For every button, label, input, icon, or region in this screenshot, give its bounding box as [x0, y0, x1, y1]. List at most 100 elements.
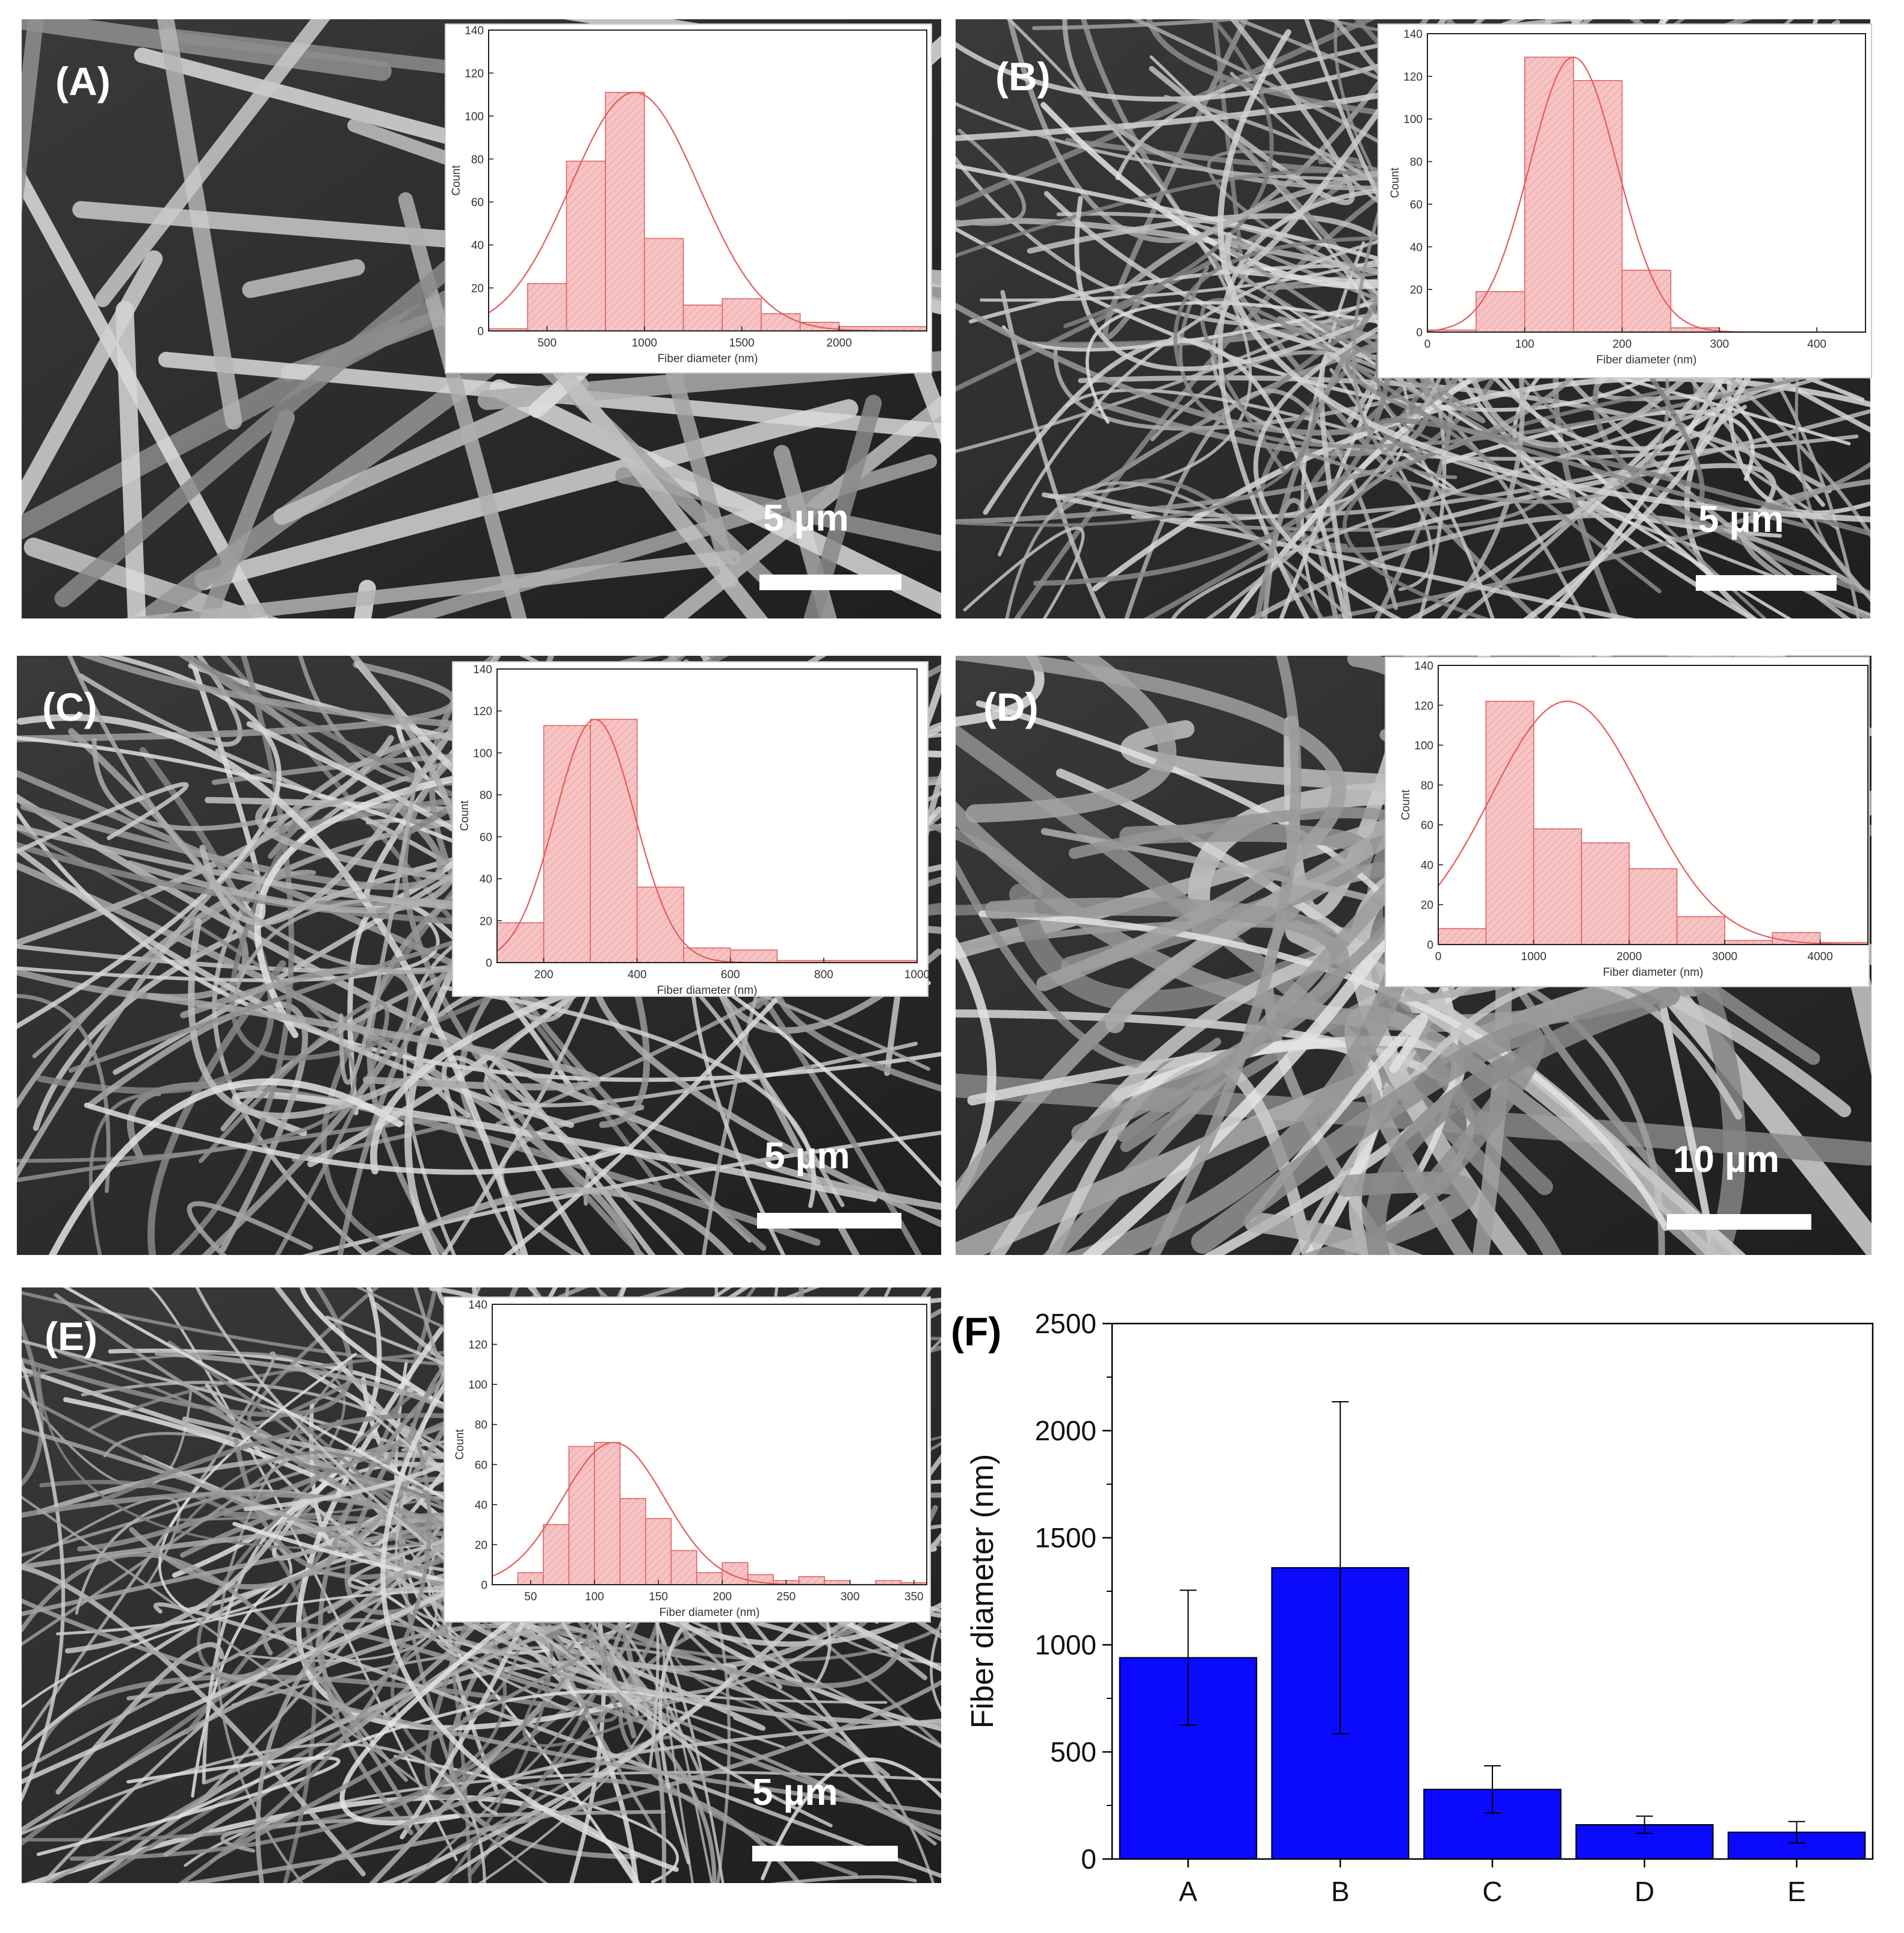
scale-bar — [1667, 1214, 1811, 1230]
histogram-bar — [722, 1562, 749, 1585]
y-tick-label: 140 — [473, 664, 492, 676]
x-tick-label: 50 — [524, 1591, 537, 1603]
histogram-inset: 0 20 40 60 80 100 120 140 0 1000 2000 3000 4000 Fiber… — [1385, 656, 1870, 987]
histogram-bar — [645, 1518, 672, 1585]
histogram-inset: 0 20 40 60 80 100 120 140 500 1000 1500 2000 Fiber d… — [445, 23, 932, 374]
y-tick-label: 500 — [1050, 1736, 1096, 1768]
y-tick-label: 20 — [480, 915, 492, 928]
y-tick-label: 100 — [1403, 114, 1423, 126]
panel-label: (C) — [42, 685, 97, 729]
x-axis-title: Fiber diameter (nm) — [660, 1606, 760, 1619]
histogram-bar — [1485, 700, 1535, 945]
y-tick-label: 120 — [1403, 71, 1423, 84]
x-tick-label: 3000 — [1712, 951, 1737, 963]
x-tick-label: 400 — [628, 969, 647, 981]
x-tick-label: B — [1331, 1876, 1350, 1907]
histogram-inset: 0 20 40 60 80 100 120 140 50 100 150 200 250 300 350 Fi… — [444, 1296, 931, 1623]
y-tick-label: 0 — [481, 1579, 487, 1592]
panel-label: (B) — [995, 54, 1051, 99]
x-tick-label: 1000 — [632, 337, 657, 350]
y-tick-label: 80 — [1410, 156, 1423, 169]
scale-bar-label: 5 µm — [763, 498, 849, 539]
y-tick-label: 120 — [473, 706, 492, 718]
x-tick-label: 350 — [904, 1591, 924, 1603]
x-tick-label: 2000 — [1616, 951, 1642, 963]
histogram-bar — [722, 298, 762, 331]
x-tick-label: 100 — [1515, 338, 1535, 351]
histogram-bar — [761, 313, 801, 331]
y-tick-label: 120 — [465, 67, 484, 80]
y-tick-label: 2500 — [1035, 1308, 1096, 1339]
x-tick-label: 150 — [649, 1591, 668, 1603]
histogram-bar — [670, 1550, 697, 1585]
y-axis-title: Count — [459, 800, 471, 831]
x-axis-title: Fiber diameter (nm) — [657, 984, 758, 997]
y-tick-label: 120 — [1414, 700, 1433, 712]
y-tick-label: 140 — [468, 1299, 487, 1312]
y-tick-label: 80 — [475, 1419, 487, 1432]
plot-frame — [488, 29, 927, 331]
panel-label: (A) — [55, 59, 111, 103]
x-tick-label: 500 — [537, 337, 557, 350]
x-tick-label: E — [1787, 1876, 1806, 1907]
x-tick-label: D — [1634, 1876, 1654, 1907]
histogram-bar — [1676, 916, 1725, 945]
y-tick-label: 100 — [468, 1379, 487, 1392]
x-axis-title: Fiber diameter (nm) — [1596, 354, 1697, 366]
x-tick-label: 1000 — [904, 969, 930, 981]
scale-bar-label: 5 µm — [764, 1135, 850, 1177]
y-tick-label: 80 — [471, 153, 484, 166]
histogram-bar — [1533, 828, 1582, 945]
y-tick-label: 140 — [465, 25, 484, 37]
scale-bar-label: 5 µm — [1698, 499, 1784, 540]
histogram-bar — [590, 718, 638, 963]
x-tick-label: 1000 — [1521, 951, 1547, 963]
x-tick-label: 200 — [712, 1591, 732, 1603]
x-tick-label: 0 — [1424, 338, 1431, 351]
y-tick-label: 0 — [477, 325, 484, 338]
y-tick-label: 60 — [1421, 819, 1433, 832]
scale-bar — [1696, 575, 1837, 591]
histogram-bar — [619, 1498, 646, 1585]
y-tick-label: 140 — [1403, 28, 1423, 41]
plot-frame — [1438, 665, 1868, 945]
histogram-bar — [543, 725, 591, 963]
scale-bar-label: 10 µm — [1673, 1139, 1779, 1180]
histogram-inset: 0 20 40 60 80 100 120 140 200 400 600 800 1000 Fiber … — [452, 661, 930, 997]
histogram-bar — [1438, 928, 1487, 945]
histogram-bar — [729, 949, 778, 963]
x-tick-label: A — [1179, 1876, 1198, 1907]
histogram-bar — [1628, 868, 1678, 945]
y-axis-title: Count — [450, 165, 463, 196]
histogram-bar — [1524, 57, 1574, 333]
x-tick-label: 0 — [1435, 951, 1442, 963]
scale-bar — [759, 575, 901, 590]
histogram-bar — [798, 1576, 825, 1585]
x-tick-label: 800 — [814, 969, 833, 981]
histogram-bar — [682, 304, 723, 331]
y-tick-label: 60 — [475, 1459, 487, 1472]
y-axis-title: Count — [1389, 167, 1402, 198]
x-axis-title: Fiber diameter (nm) — [1603, 966, 1704, 979]
fit-curve — [1438, 700, 1868, 945]
y-tick-label: 40 — [480, 874, 492, 886]
y-tick-label: 80 — [480, 789, 492, 802]
scale-bar-label: 5 µm — [752, 1772, 838, 1813]
plot-frame — [492, 1304, 927, 1585]
y-tick-label: 60 — [1410, 199, 1423, 211]
y-tick-label: 1500 — [1035, 1522, 1096, 1553]
histogram-bar — [644, 238, 684, 331]
scale-bar — [757, 1213, 901, 1229]
histogram-bar — [605, 91, 645, 331]
x-tick-label: 200 — [1613, 338, 1632, 351]
y-tick-label: 80 — [1421, 780, 1433, 792]
y-tick-label: 20 — [1410, 284, 1423, 297]
x-tick-label: 4000 — [1808, 951, 1833, 963]
y-tick-label: 40 — [471, 239, 484, 252]
x-tick-label: 250 — [777, 1591, 796, 1603]
y-tick-label: 0 — [1416, 327, 1423, 339]
y-tick-label: 20 — [475, 1539, 487, 1552]
x-tick-label: 100 — [585, 1591, 604, 1603]
y-tick-label: 40 — [1410, 241, 1423, 254]
